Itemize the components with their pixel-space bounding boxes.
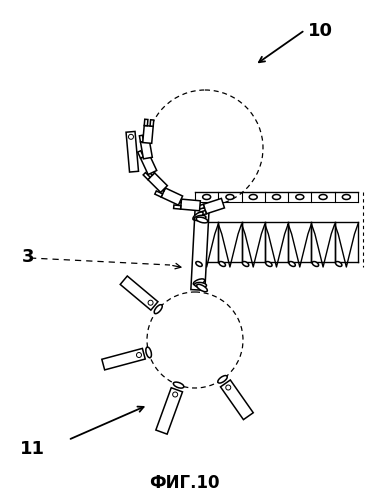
Polygon shape — [126, 132, 138, 172]
Ellipse shape — [296, 194, 304, 200]
Ellipse shape — [195, 282, 206, 288]
Circle shape — [137, 352, 141, 358]
Polygon shape — [138, 150, 144, 158]
Polygon shape — [141, 154, 157, 174]
Ellipse shape — [266, 262, 272, 266]
Polygon shape — [102, 348, 145, 370]
Circle shape — [173, 392, 178, 397]
Polygon shape — [220, 380, 253, 420]
Ellipse shape — [193, 212, 203, 220]
Text: ФИГ.10: ФИГ.10 — [149, 474, 219, 492]
Polygon shape — [191, 208, 209, 290]
Ellipse shape — [196, 217, 208, 223]
Ellipse shape — [312, 262, 319, 266]
Ellipse shape — [197, 284, 207, 292]
Polygon shape — [150, 120, 154, 126]
Ellipse shape — [289, 262, 296, 266]
Ellipse shape — [196, 262, 202, 266]
Ellipse shape — [249, 194, 257, 200]
Ellipse shape — [173, 382, 184, 388]
Ellipse shape — [154, 304, 162, 314]
Polygon shape — [143, 126, 153, 144]
Ellipse shape — [218, 376, 227, 383]
Polygon shape — [197, 204, 204, 210]
Polygon shape — [148, 173, 167, 193]
Ellipse shape — [226, 194, 234, 200]
Ellipse shape — [319, 194, 327, 200]
Circle shape — [226, 385, 231, 390]
Polygon shape — [155, 191, 163, 197]
Polygon shape — [199, 210, 206, 216]
Ellipse shape — [146, 347, 152, 358]
Ellipse shape — [194, 216, 206, 220]
Text: 3: 3 — [22, 248, 35, 266]
Polygon shape — [174, 198, 181, 202]
Ellipse shape — [193, 279, 205, 285]
Polygon shape — [203, 198, 224, 214]
Circle shape — [148, 300, 153, 305]
Polygon shape — [148, 168, 155, 175]
Polygon shape — [120, 276, 158, 310]
Polygon shape — [161, 188, 183, 205]
Ellipse shape — [336, 262, 342, 266]
Polygon shape — [181, 199, 201, 211]
Polygon shape — [143, 172, 150, 180]
Ellipse shape — [342, 194, 350, 200]
Polygon shape — [139, 136, 144, 142]
Polygon shape — [141, 140, 152, 159]
Ellipse shape — [203, 194, 210, 200]
Ellipse shape — [272, 194, 280, 200]
Ellipse shape — [243, 262, 249, 266]
Polygon shape — [174, 205, 181, 209]
Polygon shape — [158, 185, 165, 191]
Polygon shape — [145, 134, 149, 141]
Polygon shape — [143, 148, 149, 156]
Text: 11: 11 — [20, 440, 45, 458]
Polygon shape — [144, 119, 148, 126]
Polygon shape — [156, 388, 183, 434]
Ellipse shape — [219, 262, 226, 266]
Circle shape — [128, 134, 134, 140]
Text: 10: 10 — [308, 22, 333, 40]
